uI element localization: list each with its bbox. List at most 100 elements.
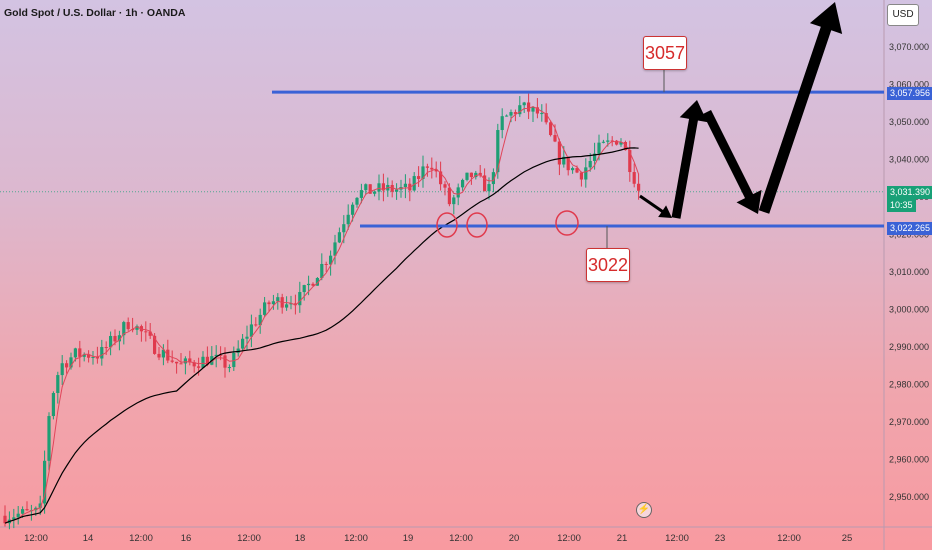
lightning-icon[interactable]: ⚡ — [636, 502, 652, 518]
candle-body — [214, 354, 218, 357]
time-tick-label: 12:00 — [237, 533, 261, 544]
candle-body — [412, 176, 416, 191]
candle-body — [192, 362, 196, 367]
candle-body — [500, 116, 504, 131]
fast-moving-average — [4, 106, 640, 524]
candle-body — [267, 302, 271, 305]
candle-body — [544, 113, 548, 123]
candle-body — [434, 169, 438, 172]
candle-body — [131, 329, 135, 331]
price-tick-label: 3,000.000 — [889, 305, 929, 315]
candle-body — [337, 232, 341, 243]
candle-body — [452, 197, 456, 205]
candle-body — [496, 130, 500, 173]
time-tick-label: 14 — [83, 533, 94, 544]
support-label-3022[interactable]: 3022 — [586, 248, 630, 282]
candle-body — [403, 183, 407, 188]
candle-body — [601, 141, 605, 143]
candle-body — [113, 335, 117, 342]
candle-body — [518, 105, 522, 115]
candle-body — [381, 183, 385, 191]
time-tick-label: 21 — [617, 533, 628, 544]
candle-body — [632, 172, 636, 184]
candle-body — [527, 102, 531, 112]
time-tick-label: 12:00 — [129, 533, 153, 544]
candle-body — [25, 509, 29, 511]
current-price-tag: 3,031.390 — [887, 186, 932, 199]
candle-body — [298, 292, 302, 306]
time-tick-label: 16 — [181, 533, 192, 544]
candle-body — [513, 112, 517, 115]
candle-body — [311, 283, 315, 286]
price-tick-label: 2,950.000 — [889, 492, 929, 502]
candle-body — [109, 335, 113, 348]
projection-arrow-1 — [639, 194, 672, 218]
candle-body — [47, 416, 51, 461]
candle-body — [87, 354, 91, 358]
candle-body — [12, 517, 16, 520]
candle-body — [421, 166, 425, 179]
candle-body — [122, 322, 126, 336]
candle-body — [342, 224, 346, 233]
candle-body — [522, 102, 526, 106]
time-tick-label: 12:00 — [24, 533, 48, 544]
candle-body — [16, 513, 20, 518]
candle-body — [430, 167, 434, 170]
candle-body — [628, 150, 632, 173]
countdown-tag: 10:35 — [887, 199, 916, 212]
candle-body — [461, 179, 465, 188]
candle-body — [148, 331, 152, 336]
candle-body — [153, 335, 157, 354]
candle-body — [179, 363, 183, 365]
time-tick-label: 18 — [295, 533, 306, 544]
candle-body — [505, 115, 509, 117]
candle-body — [456, 187, 460, 198]
projection-arrow-4 — [758, 2, 843, 214]
candle-body — [575, 168, 579, 173]
candle-body — [637, 183, 641, 191]
price-tick-label: 2,980.000 — [889, 380, 929, 390]
resistance-label-3057[interactable]: 3057 — [643, 36, 687, 70]
candle-body — [395, 189, 399, 192]
candle-body — [285, 304, 289, 308]
candle-body — [351, 204, 355, 215]
candle-body — [307, 283, 311, 286]
candle-body — [425, 166, 429, 168]
projection-arrow-3 — [702, 109, 762, 214]
support-price-tag: 3,022.265 — [887, 222, 932, 235]
projection-arrow-2 — [671, 100, 708, 219]
slow-moving-average — [4, 147, 639, 524]
candle-body — [346, 214, 350, 225]
candle-body — [201, 356, 205, 368]
candle-body — [588, 160, 592, 168]
candle-body — [95, 357, 99, 359]
candle-body — [615, 140, 619, 145]
candle-body — [557, 141, 561, 165]
candle-body — [161, 349, 165, 358]
time-tick-label: 23 — [715, 533, 726, 544]
candle-body — [51, 393, 55, 417]
candle-body — [21, 509, 25, 514]
candle-body — [535, 107, 539, 114]
time-tick-label: 20 — [509, 533, 520, 544]
candle-body — [69, 357, 73, 368]
support-test-circle — [436, 212, 458, 238]
candle-body — [491, 172, 495, 185]
candle-body — [417, 176, 421, 179]
candle-body — [60, 363, 64, 376]
candle-body — [531, 107, 535, 112]
candle-body — [276, 297, 280, 302]
price-tick-label: 3,050.000 — [889, 117, 929, 127]
candle-body — [549, 122, 553, 136]
candle-body — [390, 184, 394, 192]
candle-body — [126, 322, 130, 330]
candle-body — [78, 348, 82, 357]
candle-body — [293, 303, 297, 306]
support-test-circle — [466, 212, 488, 238]
time-tick-label: 12:00 — [344, 533, 368, 544]
currency-button[interactable]: USD — [887, 4, 919, 26]
symbol-title[interactable]: Gold Spot / U.S. Dollar · 1h · OANDA — [4, 7, 186, 19]
candle-body — [315, 278, 319, 286]
candle-body — [355, 197, 359, 205]
